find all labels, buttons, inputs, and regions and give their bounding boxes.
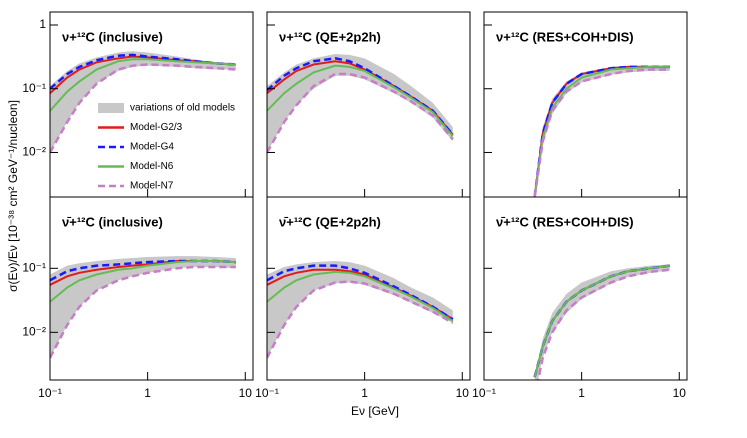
y-tick-label: 10⁻² bbox=[22, 145, 46, 159]
band bbox=[534, 264, 670, 380]
panel-title: ν̄+¹²C (QE+2p2h) bbox=[279, 214, 381, 229]
band bbox=[50, 256, 236, 358]
legend-label: Model-G2/3 bbox=[130, 122, 183, 133]
legend-label: Model-G4 bbox=[130, 142, 174, 153]
plot-area bbox=[533, 264, 670, 380]
y-tick-label: 10⁻¹ bbox=[22, 260, 46, 274]
x-tick-label: 10 bbox=[673, 386, 687, 400]
panel-title: ν+¹²C (inclusive) bbox=[62, 29, 163, 44]
legend-label: Model-N6 bbox=[130, 161, 174, 172]
line bbox=[50, 58, 236, 112]
panel: 10⁻¹ 1 10 10⁻² 10⁻¹ ν̄+¹²C (inclusive) bbox=[22, 196, 254, 400]
line bbox=[533, 65, 670, 197]
line bbox=[533, 264, 670, 378]
band bbox=[267, 261, 453, 358]
line bbox=[267, 64, 454, 137]
frame bbox=[483, 196, 688, 381]
legend-swatch bbox=[98, 103, 124, 113]
plot-area bbox=[50, 51, 236, 154]
line bbox=[533, 65, 670, 197]
line bbox=[267, 72, 454, 154]
panel-title: ν+¹²C (RES+COH+DIS) bbox=[496, 29, 634, 44]
y-tick-label: 1 bbox=[39, 17, 46, 31]
line bbox=[50, 260, 236, 303]
x-tick-label: 10 bbox=[239, 386, 253, 400]
y-axis-label: σ(Eν)/Eν [10⁻³⁸ cm² GeV⁻¹/nucleon] bbox=[6, 100, 20, 292]
line bbox=[267, 280, 454, 359]
panel: 10⁻² 10⁻¹ 1 ν+¹²C (inclusive) variations of … bbox=[22, 11, 254, 198]
legend-label: variations of old models bbox=[130, 103, 235, 114]
plot-area bbox=[533, 65, 670, 197]
x-tick-label: 10⁻¹ bbox=[472, 386, 496, 400]
frame bbox=[49, 196, 254, 381]
plot-area bbox=[267, 261, 454, 359]
y-tick-label: 10⁻² bbox=[22, 324, 46, 338]
panel-title: ν̄+¹²C (inclusive) bbox=[62, 214, 163, 229]
line bbox=[50, 265, 236, 359]
frame bbox=[266, 196, 471, 381]
line bbox=[533, 65, 670, 197]
line bbox=[536, 268, 670, 380]
panel: 10⁻¹ 1 10 ν̄+¹²C (RES+COH+DIS) bbox=[472, 196, 688, 400]
legend-label: Model-N7 bbox=[130, 181, 174, 192]
plot-area bbox=[50, 256, 236, 359]
x-tick-label: 10⁻¹ bbox=[38, 386, 62, 400]
panel-title: ν+¹²C (QE+2p2h) bbox=[279, 29, 381, 44]
line bbox=[533, 68, 670, 197]
plot-area bbox=[267, 54, 454, 154]
x-tick-label: 10 bbox=[456, 386, 470, 400]
line bbox=[50, 63, 236, 154]
x-axis-label: Eν [GeV] bbox=[351, 404, 399, 418]
panel-title: ν̄+¹²C (RES+COH+DIS) bbox=[496, 214, 634, 229]
line bbox=[267, 264, 454, 321]
band bbox=[267, 54, 453, 153]
panel: ν+¹²C (QE+2p2h) bbox=[266, 11, 471, 198]
x-tick-label: 1 bbox=[144, 386, 151, 400]
x-tick-label: 1 bbox=[578, 386, 585, 400]
line bbox=[267, 270, 454, 322]
panel: ν+¹²C (RES+COH+DIS) bbox=[483, 11, 688, 198]
x-tick-label: 10⁻¹ bbox=[255, 386, 279, 400]
x-tick-label: 1 bbox=[361, 386, 368, 400]
y-tick-label: 10⁻¹ bbox=[22, 81, 46, 95]
band bbox=[534, 65, 670, 197]
band bbox=[50, 51, 236, 153]
panel: 10⁻¹ 1 10 ν̄+¹²C (QE+2p2h) bbox=[255, 196, 471, 400]
